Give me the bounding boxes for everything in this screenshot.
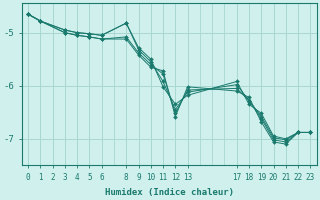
X-axis label: Humidex (Indice chaleur): Humidex (Indice chaleur) — [105, 188, 234, 197]
